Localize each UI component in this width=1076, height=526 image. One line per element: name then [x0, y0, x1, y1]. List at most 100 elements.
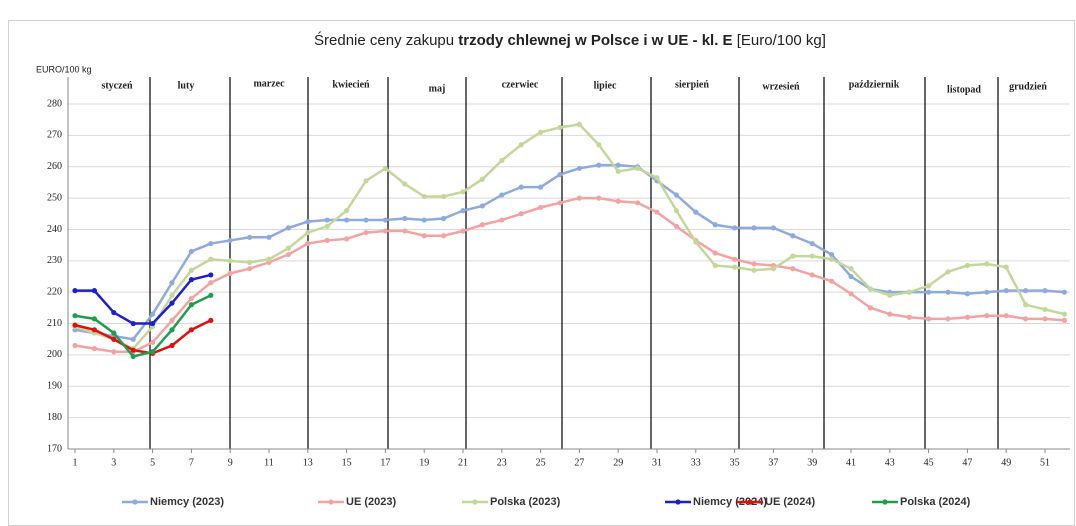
- series-point: [382, 165, 388, 171]
- series-point: [208, 272, 214, 278]
- series-point: [169, 300, 175, 306]
- series-point: [809, 240, 815, 247]
- x-tick-label: 45: [924, 457, 934, 468]
- series-point: [208, 280, 214, 286]
- series-point: [557, 124, 563, 131]
- legend-label: Niemcy (2023): [150, 496, 224, 508]
- series-point: [518, 211, 524, 217]
- series-point: [188, 277, 194, 283]
- month-label: listopad: [947, 84, 981, 95]
- series-point: [557, 171, 563, 178]
- series-point: [906, 314, 912, 320]
- series-point: [693, 209, 699, 215]
- series-point: [421, 193, 427, 200]
- month-label: grudzień: [1009, 81, 1047, 92]
- series-point: [324, 217, 330, 223]
- series-point: [596, 162, 602, 168]
- series-point: [945, 316, 951, 322]
- series-point: [809, 253, 815, 259]
- y-tick-label: 210: [47, 318, 62, 329]
- series-point: [770, 266, 777, 272]
- series-point: [945, 289, 951, 295]
- series-point: [91, 288, 97, 294]
- series-point: [1003, 313, 1009, 319]
- series-point: [111, 349, 117, 355]
- series-point: [441, 193, 447, 200]
- month-label: marzec: [253, 78, 285, 89]
- series-point: [479, 176, 485, 182]
- series-point: [305, 240, 311, 247]
- series-point: [1042, 306, 1048, 313]
- series-point: [964, 314, 971, 320]
- series-point: [945, 269, 951, 275]
- series-point: [654, 175, 660, 181]
- series-point: [421, 217, 427, 223]
- series-point: [421, 233, 427, 239]
- series-point: [169, 327, 175, 333]
- series-point: [499, 217, 505, 223]
- series-point: [150, 339, 156, 345]
- series-point: [479, 222, 485, 228]
- series-point: [305, 219, 311, 225]
- series-point: [693, 239, 699, 245]
- y-tick-label: 180: [47, 412, 62, 423]
- series-point: [72, 313, 78, 319]
- series-point: [867, 286, 874, 292]
- series-point: [732, 264, 738, 270]
- series-point: [790, 253, 796, 259]
- series-point: [1023, 302, 1029, 308]
- series-point: [285, 251, 291, 258]
- series-point: [887, 292, 893, 298]
- series-point: [188, 327, 194, 333]
- x-tick-label: 33: [691, 457, 701, 468]
- month-label: czerwiec: [502, 79, 539, 90]
- y-tick-label: 220: [47, 286, 62, 297]
- series-point: [518, 142, 524, 148]
- series-point: [984, 313, 990, 319]
- month-label: maj: [429, 83, 446, 94]
- series-point: [305, 229, 311, 236]
- series-point: [615, 198, 621, 204]
- series-point: [227, 237, 233, 244]
- x-tick-label: 23: [497, 457, 507, 468]
- series-point: [1003, 288, 1009, 294]
- series-point: [887, 311, 893, 317]
- legend-marker: [747, 499, 753, 505]
- series-line: [74, 123, 1065, 351]
- series-point: [557, 200, 563, 206]
- x-tick-label: 27: [574, 457, 584, 468]
- series-point: [499, 192, 505, 198]
- series-point: [169, 280, 175, 286]
- legend-label: UE (2023): [346, 496, 396, 508]
- series-point: [867, 305, 874, 311]
- series-point: [130, 353, 136, 360]
- series-point: [344, 208, 350, 214]
- series-line: [74, 294, 212, 358]
- series-point: [188, 267, 194, 273]
- y-tick-label: 230: [47, 255, 62, 266]
- legend-label: UE (2024): [765, 496, 815, 508]
- x-tick-label: 5: [150, 457, 155, 468]
- legend-marker: [472, 499, 478, 505]
- series-point: [829, 278, 835, 284]
- y-tick-label: 240: [47, 224, 62, 235]
- title-part: [Euro/100 kg]: [733, 32, 826, 49]
- month-label: wrzesień: [762, 81, 800, 92]
- x-tick-label: 13: [303, 457, 313, 468]
- series-point: [285, 225, 291, 231]
- series-point: [91, 327, 97, 333]
- series-point: [188, 248, 194, 255]
- series-point: [926, 316, 932, 322]
- series-point: [984, 289, 990, 295]
- legend-label: Niemcy (2024): [693, 496, 767, 508]
- x-tick-label: 21: [458, 457, 468, 468]
- series-point: [615, 168, 621, 175]
- series-point: [111, 309, 117, 316]
- series-point: [848, 273, 854, 280]
- series-point: [363, 178, 369, 184]
- series-point: [984, 261, 990, 267]
- series-line: [74, 319, 212, 355]
- x-tick-label: 11: [264, 457, 274, 468]
- series-point: [751, 267, 757, 273]
- series-point: [208, 292, 214, 298]
